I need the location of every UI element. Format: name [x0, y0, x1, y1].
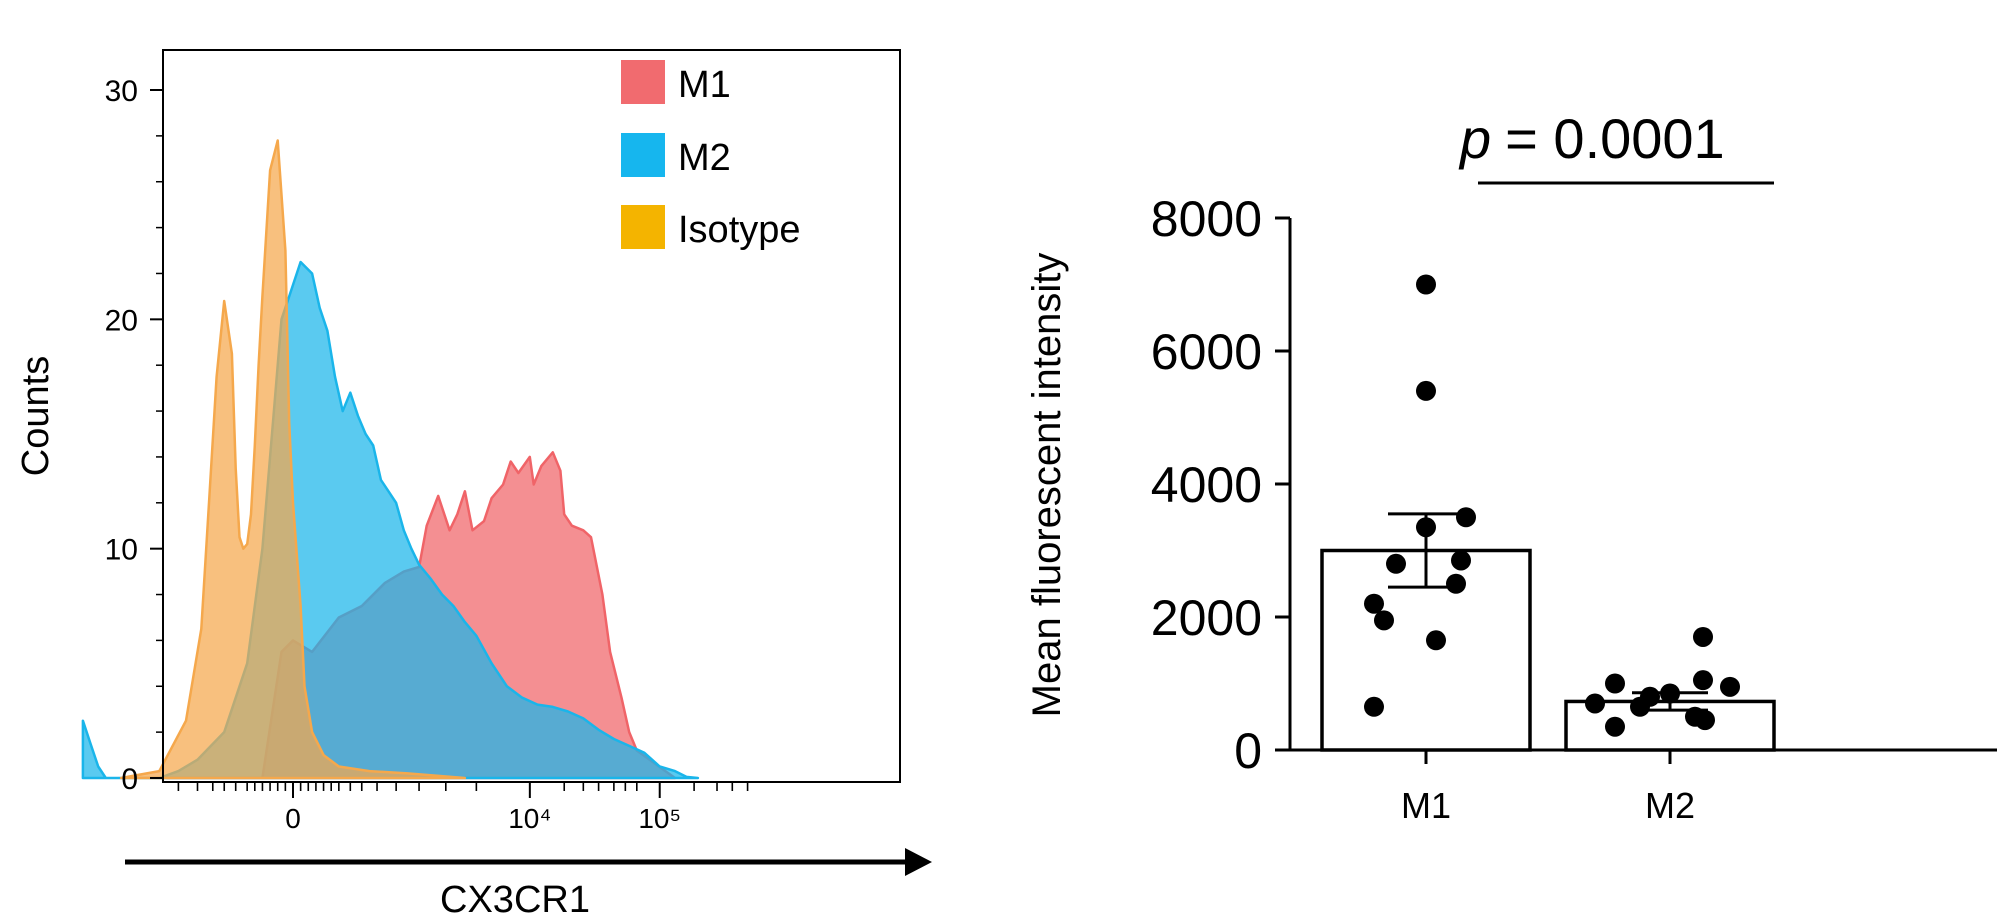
data-point-m2	[1585, 693, 1605, 714]
histogram-y-tick-label: 20	[105, 304, 138, 337]
bar-chart-x-labels: M1 M2	[1401, 750, 1695, 826]
bar-chart-x-label-m2: M2	[1645, 785, 1695, 826]
p-value-symbol: p	[1458, 107, 1491, 170]
bar-chart-panel: 0 2000 4000 6000 8000 M1 M2 Mean fluorescent …	[1025, 107, 1997, 826]
data-point-m1	[1364, 696, 1384, 717]
data-point-m2	[1695, 710, 1715, 731]
data-point-m1	[1364, 593, 1384, 614]
bar-chart-y-tick-label: 2000	[1151, 590, 1262, 646]
legend-swatch-m2	[621, 133, 665, 177]
data-point-m1	[1386, 553, 1406, 574]
bar-chart-y-tick-label: 8000	[1151, 191, 1262, 247]
p-value-annotation: p = 0.0001	[1458, 107, 1725, 170]
data-point-m2	[1693, 626, 1713, 647]
p-value-number: = 0.0001	[1505, 107, 1725, 170]
legend-swatch-m1	[621, 60, 665, 104]
legend-label-m1: M1	[678, 64, 731, 106]
histogram-y-tick-label: 0	[121, 763, 138, 796]
bar-chart-y-tick-label: 6000	[1151, 324, 1262, 380]
histogram-x-axis-label: CX3CR1	[440, 879, 590, 920]
bar-chart-x-label-m1: M1	[1401, 785, 1451, 826]
histogram-x-tick-label: 10⁵	[638, 803, 681, 834]
legend-swatch-isotype	[621, 205, 665, 249]
data-point-m1	[1446, 573, 1466, 594]
histogram-legend: M1 M2 Isotype	[621, 60, 801, 251]
histogram-y-axis-label: Counts	[15, 356, 57, 476]
bar-chart-y-tick-label: 0	[1234, 723, 1262, 779]
legend-label-m2: M2	[678, 137, 731, 179]
histogram-y-tick-label: 10	[105, 534, 138, 567]
data-point-m2	[1660, 683, 1680, 704]
histogram-area-isotype	[119, 139, 467, 780]
data-point-m2	[1693, 670, 1713, 691]
histogram-y-ticks: 0 10 20 30	[105, 75, 163, 796]
data-point-m1	[1374, 610, 1394, 631]
histogram-x-ticks: 0 10⁴ 10⁵	[177, 782, 749, 834]
bar-chart-y-tick-label: 4000	[1151, 457, 1262, 513]
data-point-m1	[1456, 507, 1476, 528]
histogram-x-axis-arrowhead	[905, 848, 932, 876]
histogram-plot-frame	[162, 49, 901, 783]
data-point-m1	[1416, 380, 1436, 401]
histogram-panel: 0 10 20 30 0 10⁴ 10⁵ Counts CX3CR1 M1 M2 Isot…	[15, 49, 932, 920]
bar-chart-points	[1364, 274, 1740, 737]
data-point-m2	[1630, 696, 1650, 717]
data-point-m2	[1605, 673, 1625, 694]
histogram-x-tick-label: 0	[285, 803, 301, 834]
histogram-axes	[162, 49, 901, 783]
data-point-m1	[1416, 274, 1436, 295]
histogram-areas	[81, 139, 700, 780]
bar-chart-y-axis-label: Mean fluorescent intensity	[1025, 253, 1069, 718]
histogram-x-tick-label: 10⁴	[508, 803, 551, 834]
legend-label-isotype: Isotype	[678, 209, 801, 251]
data-point-m2	[1605, 716, 1625, 737]
data-point-m1	[1416, 517, 1436, 538]
bar-chart-y-ticks: 0 2000 4000 6000 8000	[1151, 191, 1290, 779]
histogram-y-tick-label: 30	[105, 75, 138, 108]
data-point-m1	[1451, 550, 1471, 571]
data-point-m2	[1720, 676, 1740, 697]
data-point-m1	[1426, 630, 1446, 651]
